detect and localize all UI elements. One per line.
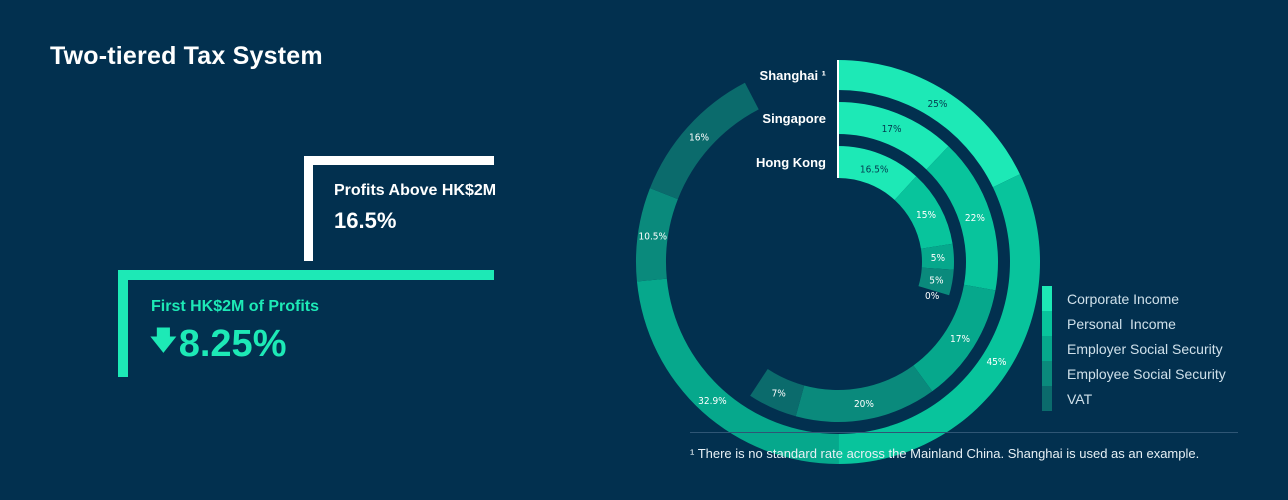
legend-swatch	[1042, 361, 1052, 386]
bar-segment	[918, 267, 954, 296]
bar-segment	[795, 365, 933, 422]
bar-segment	[838, 146, 917, 200]
legend-label: Employee Social Security	[1067, 365, 1226, 382]
data-label: 15%	[916, 210, 936, 221]
data-label: 17%	[950, 334, 970, 345]
page-title: Two-tiered Tax System	[50, 42, 323, 70]
lower-tier-rate: 8.25%	[178, 322, 287, 365]
legend-item-corporate: Corporate Income	[1042, 286, 1226, 311]
data-label: 45%	[986, 357, 1006, 368]
bar-segment	[636, 278, 839, 465]
legend-label: Corporate Income	[1067, 290, 1180, 307]
legend-item-employer: Employer Social Security	[1042, 336, 1226, 361]
series-label-hong-kong: Hong Kong	[756, 155, 826, 170]
series-label-shanghai: Shanghai ¹	[760, 68, 826, 83]
bar-segment	[750, 368, 805, 417]
series-label-singapore: Singapore	[762, 111, 826, 126]
legend-swatch	[1042, 336, 1052, 361]
bar-segment	[649, 82, 759, 200]
data-label: 32.9%	[698, 396, 727, 407]
data-label: 20%	[854, 399, 874, 410]
bar-segment	[838, 102, 949, 170]
bar-segment	[838, 174, 1041, 465]
data-label: 16.5%	[860, 164, 889, 175]
ring-singapore: 17% 22% 17% 20% 7%	[750, 102, 999, 422]
data-label: 0%	[925, 291, 940, 302]
legend-swatch	[1042, 386, 1052, 411]
ring-hong-kong: 16.5% 15% 5% 5% 0%	[838, 146, 954, 302]
data-label: 5%	[929, 275, 944, 286]
lower-tier-bracket	[118, 270, 494, 377]
upper-tier-rate: 16.5%	[334, 208, 397, 233]
bar-segment	[913, 284, 996, 392]
legend-label: Personal Income	[1067, 315, 1176, 332]
bar-segment	[926, 146, 999, 291]
ring-shanghai: 25% 45% 32.9% 10.5% 16%	[636, 60, 1041, 465]
lower-tier-label: First HK$2M of Profits	[151, 298, 320, 315]
legend-label: Employer Social Security	[1067, 340, 1223, 357]
lower-tier-rate-group: 🡇 8.25%	[150, 322, 286, 366]
data-label: 10.5%	[639, 232, 668, 243]
bar-segment	[636, 188, 678, 282]
bar-segment	[838, 60, 1020, 188]
bar-segment	[920, 243, 954, 270]
divider	[690, 432, 1238, 433]
legend-swatch	[1042, 311, 1052, 336]
data-label: 16%	[689, 132, 709, 143]
legend-swatch	[1042, 286, 1052, 311]
legend-item-vat: VAT	[1042, 386, 1226, 411]
data-label: 22%	[965, 213, 985, 224]
down-arrow-icon: 🡇	[150, 325, 177, 355]
data-label: 7%	[772, 389, 787, 400]
data-label: 5%	[931, 253, 946, 264]
chart-legend: Corporate Income Personal Income Employe…	[1042, 286, 1226, 411]
legend-item-personal: Personal Income	[1042, 311, 1226, 336]
data-label: 25%	[927, 99, 947, 110]
bar-segment	[894, 176, 953, 249]
upper-tier-bracket	[304, 156, 494, 261]
upper-tier-label: Profits Above HK$2M	[334, 182, 497, 199]
legend-item-employee: Employee Social Security	[1042, 361, 1226, 386]
footnote: ¹ There is no standard rate across the M…	[690, 446, 1200, 461]
data-label: 17%	[882, 124, 902, 135]
legend-label: VAT	[1067, 390, 1093, 407]
